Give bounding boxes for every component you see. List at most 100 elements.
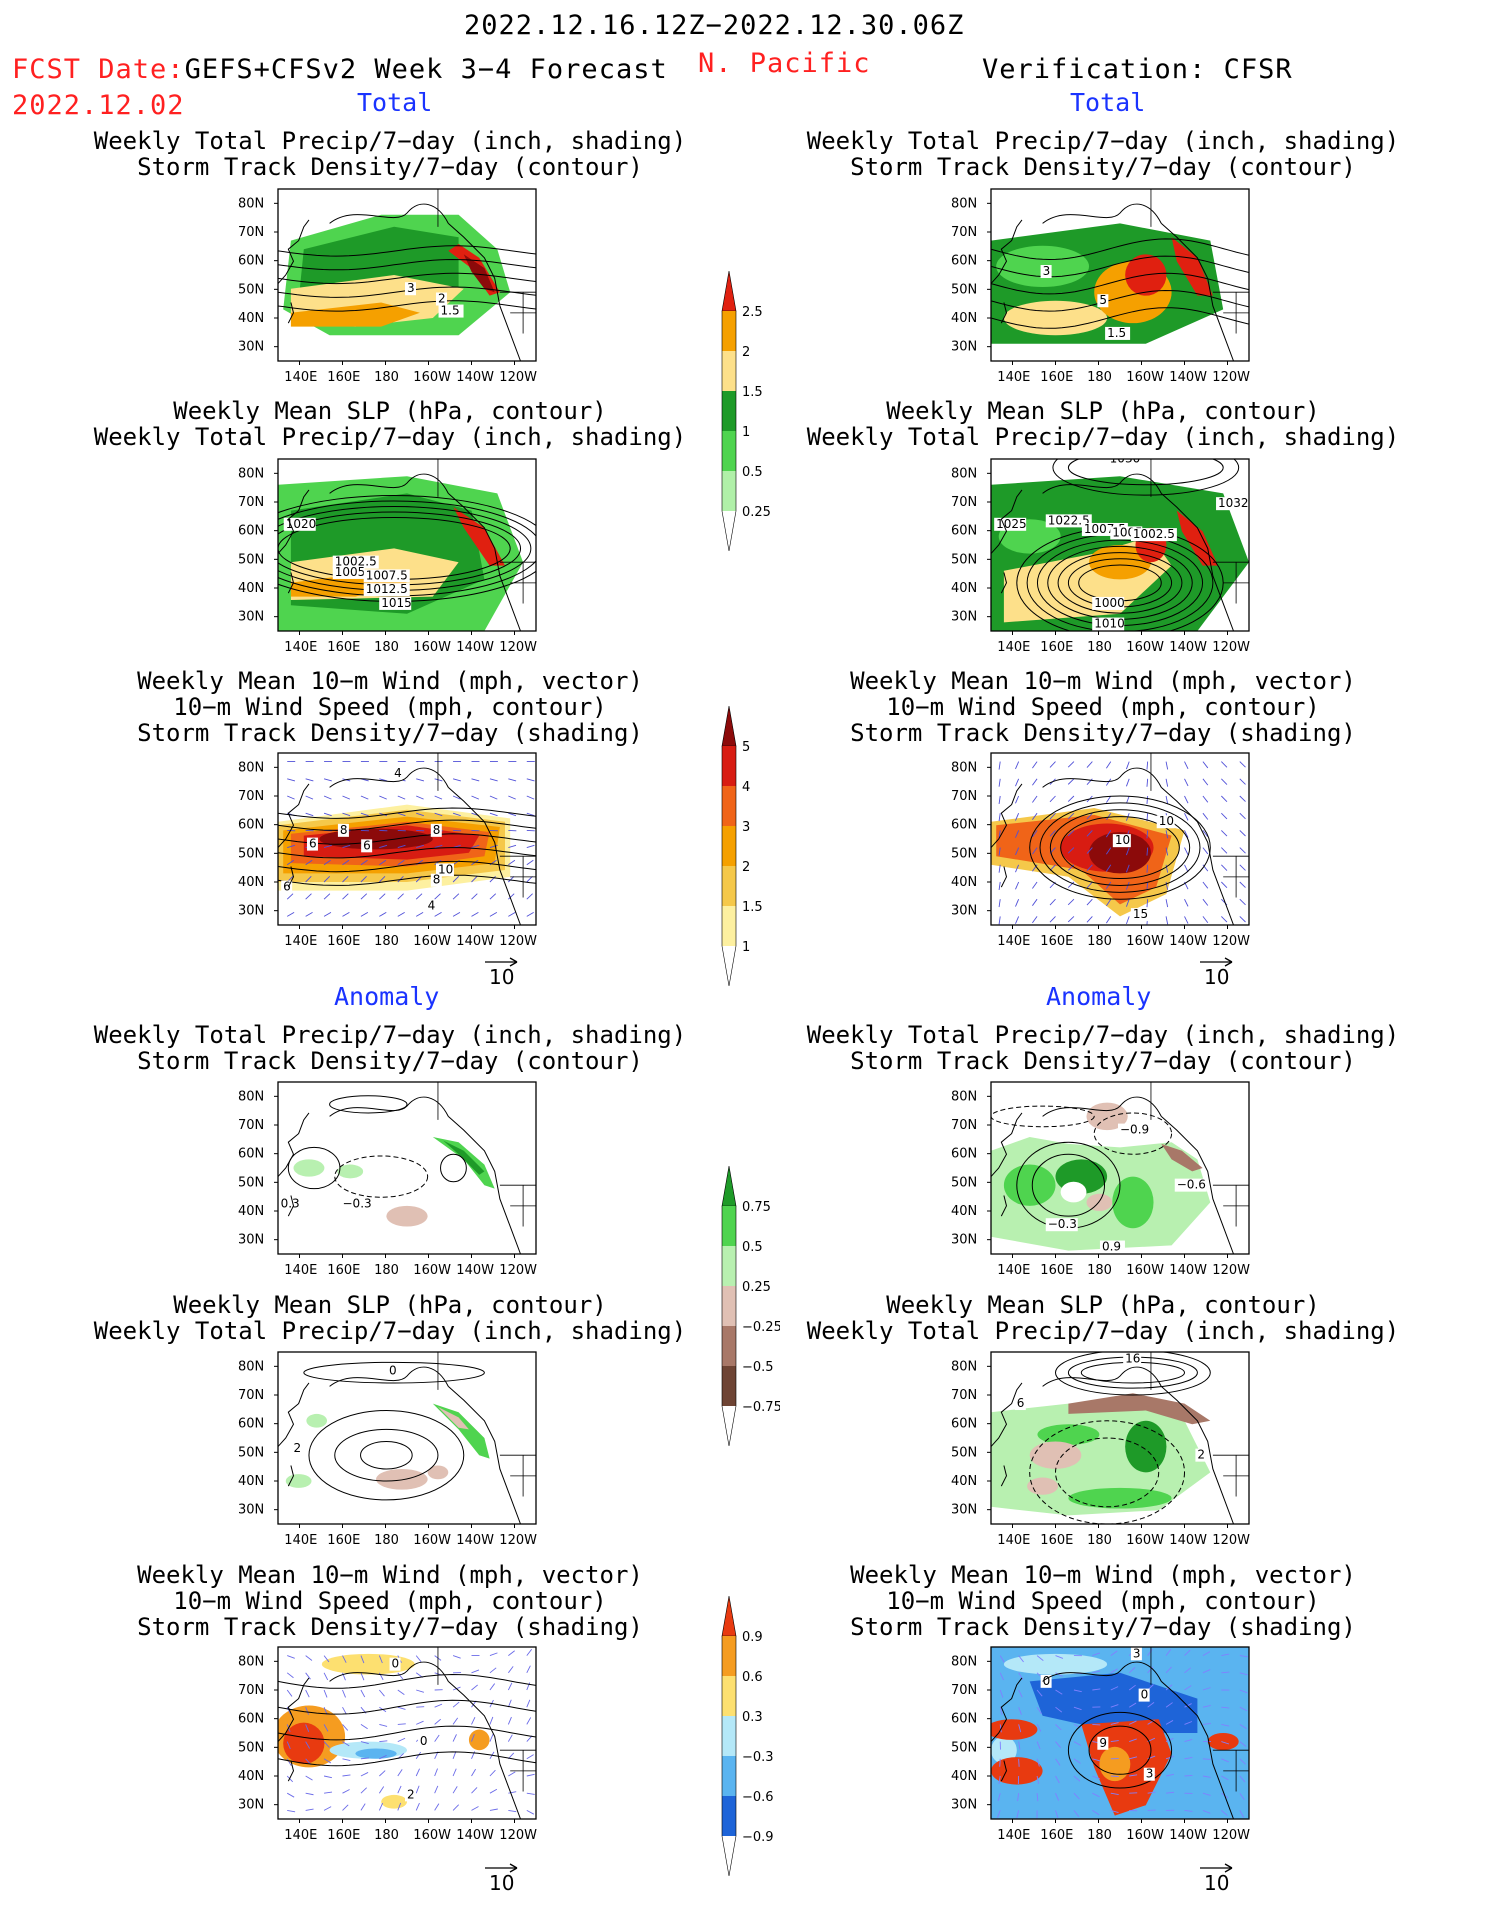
- lat-label-60N: 60N: [951, 524, 977, 539]
- wind-anom-vector: [507, 1682, 513, 1691]
- wind-anom-vector: [360, 1757, 369, 1760]
- colorbar-label: 0.3: [742, 1710, 763, 1725]
- wind-anom-vector: [508, 1771, 516, 1777]
- wind-anom-vector: [1239, 1758, 1246, 1765]
- wind-anom-vector: [1165, 1773, 1174, 1777]
- colorbar-label: 2: [742, 860, 750, 875]
- contour-label: 2: [407, 1787, 415, 1801]
- wind-vector: [1239, 847, 1246, 854]
- title-f1: Weekly Total Precip/7−day (inch, shading…: [93, 127, 687, 181]
- precip-anom-neg: [1086, 1193, 1113, 1211]
- colorbar-label: −0.75: [742, 1400, 780, 1415]
- wind-anom-vector: [434, 1785, 439, 1794]
- lon-label-160E: 160E: [327, 1263, 360, 1278]
- contour-label: 1015: [381, 596, 412, 610]
- wind-anom-vector: [1110, 1722, 1119, 1725]
- slp-anom-contour: [360, 1440, 413, 1470]
- wind-vector: [397, 911, 405, 917]
- contour-label-bg: [1123, 1352, 1142, 1366]
- wind-vector: [342, 911, 350, 917]
- contour-label-bg: [1107, 459, 1140, 466]
- state-borders: [499, 1749, 536, 1792]
- wind-anom-vector: [360, 1772, 369, 1777]
- contour-label: 5: [1099, 293, 1107, 307]
- wind-vector: [1105, 778, 1112, 786]
- wind-vector: [471, 778, 480, 782]
- wind-vector: [998, 899, 1001, 908]
- wind-anom-vector: [378, 1655, 383, 1664]
- region-label: N. Pacific: [698, 48, 871, 79]
- wind-vector: [342, 795, 351, 800]
- wind-anom-vector: [342, 1724, 349, 1731]
- lat-label-50N: 50N: [951, 282, 977, 297]
- coastline-alaska: [329, 767, 449, 788]
- wind-anom-vector: [323, 1655, 330, 1663]
- wind-vector: [1105, 830, 1112, 838]
- wind-anom-vector: [1073, 1741, 1082, 1746]
- colorbar-bottom-triangle: [721, 510, 737, 552]
- contour-label-bg: [1138, 1688, 1150, 1702]
- wind-vector: [1202, 795, 1209, 803]
- storm-shade-5: [319, 828, 433, 850]
- colorbar-label: 1.5: [742, 385, 763, 400]
- wind-vector: [397, 859, 405, 866]
- wind-vector: [323, 778, 332, 782]
- wind-anom-vector: [489, 1734, 494, 1742]
- lat-label-60N: 60N: [951, 1417, 977, 1432]
- colorbar-label: −0.3: [742, 1750, 774, 1765]
- wind-anom-vector: [1129, 1774, 1138, 1777]
- wind-vector: [526, 778, 535, 782]
- contour-label: 2: [293, 1441, 301, 1455]
- wind-vector: [360, 812, 369, 817]
- contour-label: 0.9: [1102, 1240, 1121, 1254]
- wind-vector: [1221, 864, 1228, 871]
- wind-vector: [1202, 778, 1209, 786]
- contour-label: 1025: [996, 517, 1027, 531]
- wind-vector: [434, 844, 443, 849]
- wind-vector: [1015, 864, 1020, 873]
- wind-anom-vector: [434, 1803, 440, 1811]
- map-content: 321.5: [278, 189, 536, 361]
- contour-label-bg: [1112, 834, 1131, 848]
- contour-label: 0: [420, 1734, 428, 1748]
- wind-anom-vector: [360, 1655, 365, 1664]
- wind-vector: [1184, 778, 1189, 787]
- wind-anom-vector: [1036, 1758, 1040, 1767]
- contour-label: 0: [389, 1363, 397, 1377]
- wind-anom-vector: [1036, 1689, 1043, 1697]
- wind-anom-vector: [415, 1785, 420, 1794]
- wind-speed-anom-contour: [1067, 1711, 1173, 1789]
- contour-label: 1010: [1094, 617, 1125, 631]
- wind-vector: [1184, 761, 1189, 769]
- precip-anom-neg-strong: [1068, 1393, 1211, 1425]
- lon-label-160W: 160W: [413, 1263, 451, 1278]
- colorbar-top-triangle: [721, 1165, 737, 1207]
- contour-label-bg: [438, 304, 464, 318]
- vector-reference-v6: 10: [1200, 1863, 1233, 1895]
- coastline-alaska: [329, 473, 449, 494]
- coastline-north-america: [447, 223, 521, 361]
- wind-vector: [434, 859, 442, 866]
- coastline-japan: [287, 866, 295, 888]
- wind-vector: [323, 876, 331, 883]
- precip-shade-darkred: [463, 254, 495, 293]
- wind-anom-vector: [1147, 1791, 1156, 1794]
- lat-label-40N: 40N: [238, 1204, 264, 1219]
- lat-label-30N: 30N: [951, 610, 977, 625]
- wind-anom-vector: [1165, 1684, 1173, 1691]
- wind-anom-vector: [286, 1707, 292, 1715]
- contour-label-bg: [1216, 497, 1249, 511]
- wind-vector: [286, 893, 294, 900]
- wind-speed-anom-contour: [278, 1673, 536, 1689]
- wind-vector: [305, 795, 314, 800]
- contour-label-bg: [340, 1197, 373, 1211]
- coastline-asia: [991, 219, 1023, 284]
- contour-label: 0.3: [281, 1197, 300, 1211]
- coastline-north-america: [447, 493, 521, 631]
- wind-anom-vector: [471, 1669, 480, 1674]
- wind-vector: [1015, 830, 1020, 838]
- wind-vector: [1202, 830, 1209, 838]
- lon-label-120W: 120W: [1212, 1533, 1250, 1548]
- plot-frame: [277, 458, 537, 632]
